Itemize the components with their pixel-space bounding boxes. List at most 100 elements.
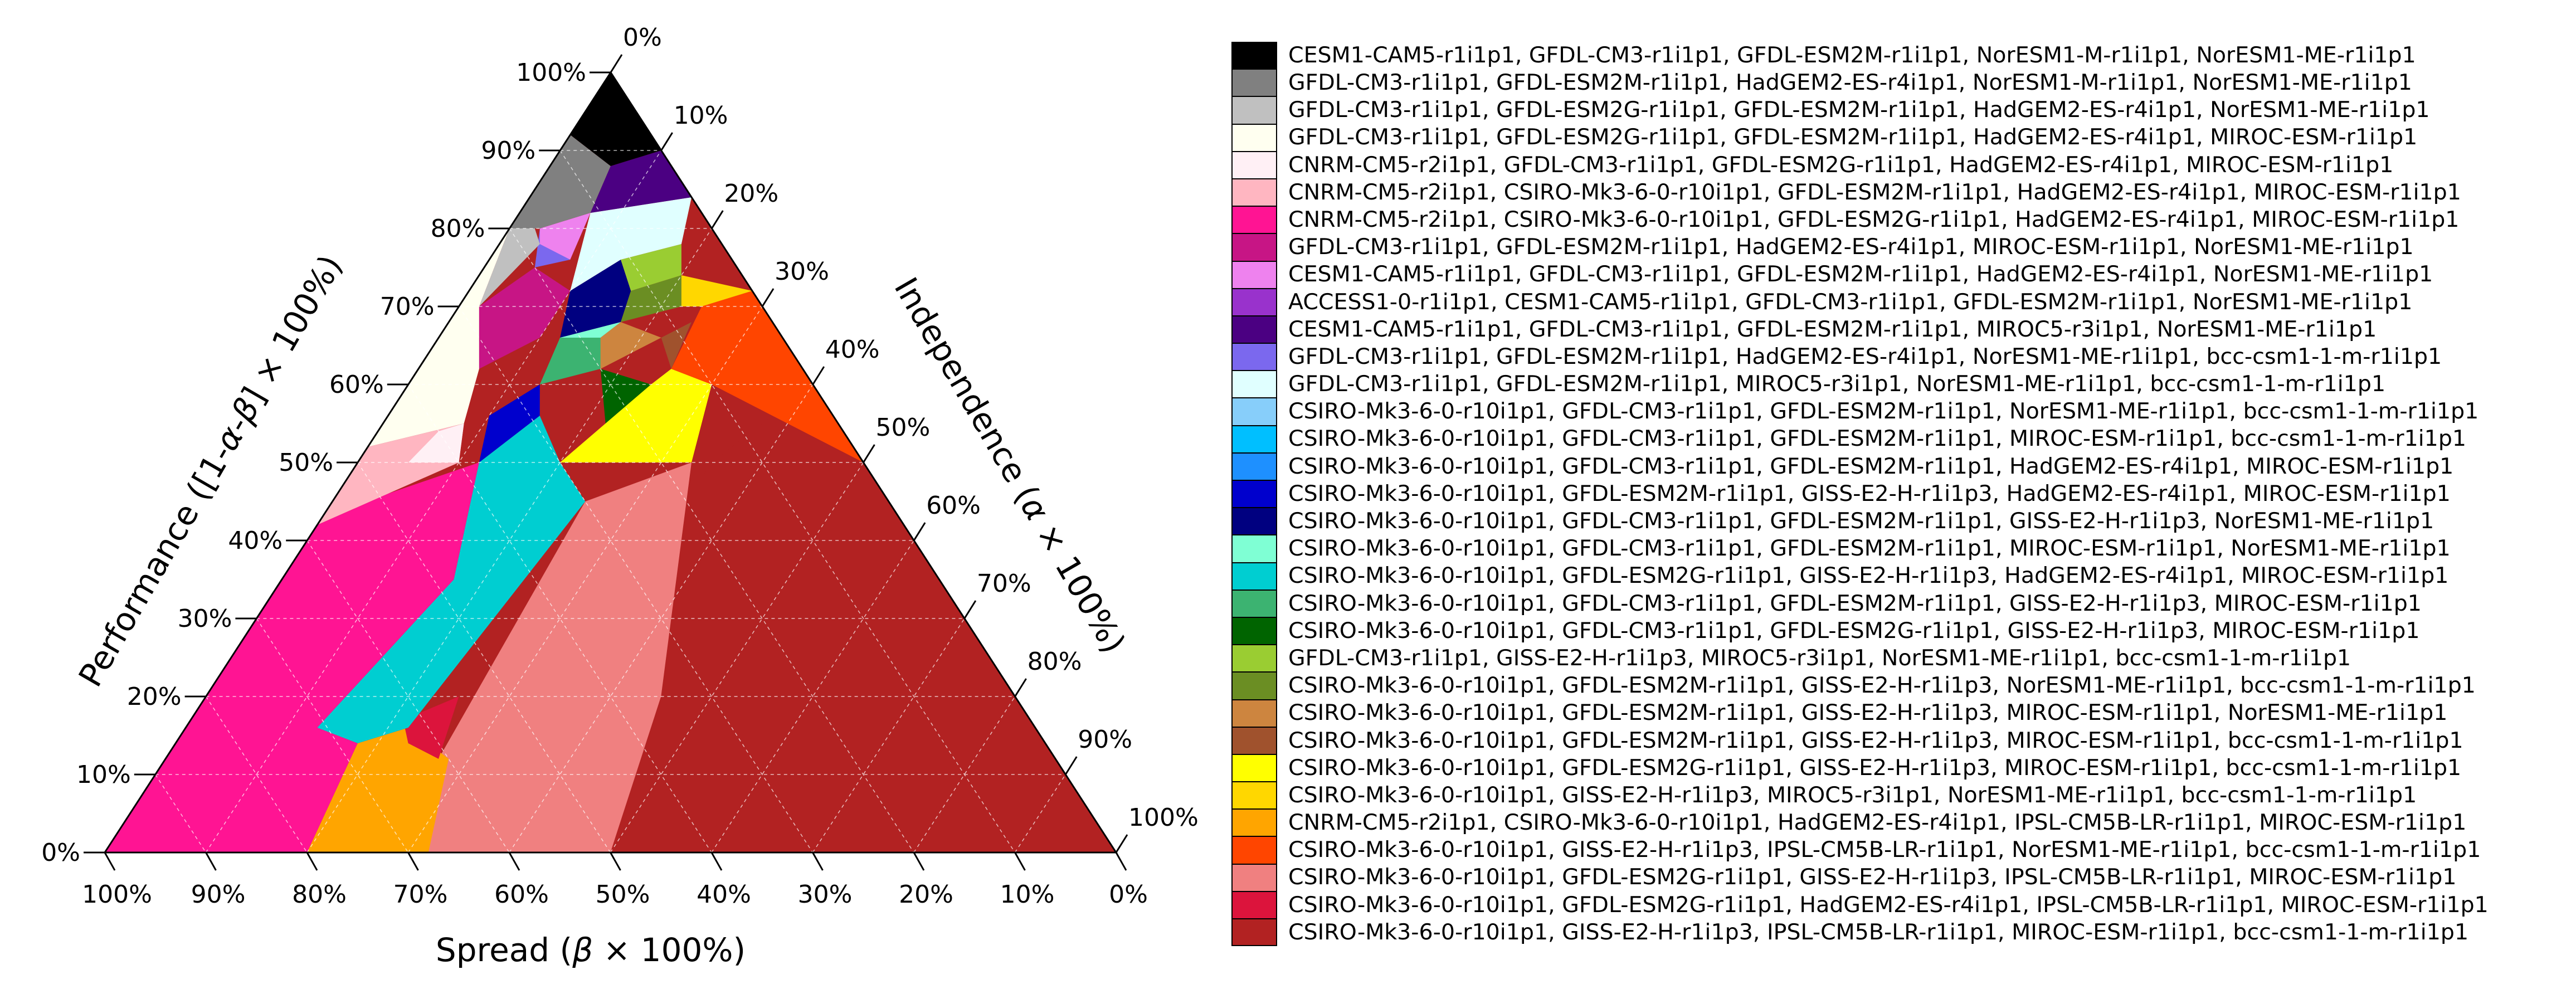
bottom-axis-tick: [913, 852, 925, 871]
legend-swatch: [1231, 42, 1277, 70]
legend-item: CESM1-CAM5-r1i1p1, GFDL-CM3-r1i1p1, GFDL…: [1231, 315, 2569, 344]
right-axis-tick-label: 10%: [674, 101, 728, 130]
legend-item: CNRM-CM5-r2i1p1, CSIRO-Mk3-6-0-r10i1p1, …: [1231, 178, 2569, 207]
legend-item: CSIRO-Mk3-6-0-r10i1p1, GFDL-ESM2G-r1i1p1…: [1231, 891, 2569, 919]
legend-label: CSIRO-Mk3-6-0-r10i1p1, GFDL-ESM2M-r1i1p1…: [1288, 480, 2451, 506]
legend-swatch: [1231, 508, 1277, 535]
legend-item: CSIRO-Mk3-6-0-r10i1p1, GFDL-CM3-r1i1p1, …: [1231, 398, 2569, 426]
right-axis-tick: [1065, 756, 1078, 775]
legend-swatch: [1231, 535, 1277, 563]
region-15: [560, 260, 631, 338]
legend-swatch: [1231, 919, 1277, 947]
legend-swatch: [1231, 398, 1277, 426]
bottom-axis-tick-label: 10%: [1000, 880, 1055, 909]
legend-item: CSIRO-Mk3-6-0-r10i1p1, GFDL-ESM2G-r1i1p1…: [1231, 562, 2569, 590]
gridline: [559, 150, 1016, 853]
bottom-axis-tick: [104, 852, 116, 871]
legend-label: GFDL-CM3-r1i1p1, GFDL-ESM2M-r1i1p1, HadG…: [1288, 70, 2412, 96]
legend-item: GFDL-CM3-r1i1p1, GISS-E2-H-r1i1p3, MIROC…: [1231, 645, 2569, 673]
legend-item: CSIRO-Mk3-6-0-r10i1p1, GFDL-CM3-r1i1p1, …: [1231, 617, 2569, 645]
legend-swatch: [1231, 864, 1277, 891]
legend-item: CSIRO-Mk3-6-0-r10i1p1, GFDL-ESM2M-r1i1p1…: [1231, 727, 2569, 754]
legend-label: CSIRO-Mk3-6-0-r10i1p1, GFDL-ESM2G-r1i1p1…: [1288, 864, 2457, 890]
bottom-axis-title: Spread (β × 100%): [436, 931, 746, 969]
bottom-axis-tick-label: 100%: [82, 880, 152, 909]
region-17: [600, 322, 661, 369]
bottom-axis-tick: [1115, 852, 1127, 871]
region-9: [479, 384, 540, 462]
left-axis-tick-label: 90%: [481, 137, 535, 165]
bottom-axis-tick: [508, 852, 520, 871]
left-axis-tick-label: 20%: [127, 683, 182, 711]
right-axis-tick: [913, 522, 926, 541]
left-axis-tick-label: 0%: [41, 839, 80, 867]
right-axis-tick: [610, 54, 623, 73]
legend-swatch: [1231, 645, 1277, 673]
left-axis-tick-label: 50%: [279, 449, 333, 477]
legend-label: GFDL-CM3-r1i1p1, GFDL-ESM2M-r1i1p1, HadG…: [1288, 343, 2442, 369]
legend-label: CSIRO-Mk3-6-0-r10i1p1, GISS-E2-H-r1i1p3,…: [1288, 837, 2481, 863]
legend: CESM1-CAM5-r1i1p1, GFDL-CM3-r1i1p1, GFDL…: [1231, 42, 2569, 947]
right-axis-tick: [1115, 834, 1128, 853]
bottom-axis-tick-label: 70%: [393, 880, 448, 909]
legend-item: CSIRO-Mk3-6-0-r10i1p1, GISS-E2-H-r1i1p3,…: [1231, 836, 2569, 864]
left-axis-tick-label: 40%: [228, 527, 283, 555]
legend-item: CSIRO-Mk3-6-0-r10i1p1, GFDL-ESM2M-r1i1p1…: [1231, 480, 2569, 508]
legend-item: CSIRO-Mk3-6-0-r10i1p1, GFDL-ESM2M-r1i1p1…: [1231, 699, 2569, 727]
right-axis-tick-label: 60%: [926, 491, 981, 520]
legend-label: CNRM-CM5-r2i1p1, GFDL-CM3-r1i1p1, GFDL-E…: [1288, 152, 2394, 178]
gridline: [913, 696, 1016, 853]
bottom-axis-tick: [1014, 852, 1026, 871]
legend-label: CESM1-CAM5-r1i1p1, GFDL-CM3-r1i1p1, GFDL…: [1288, 42, 2416, 68]
legend-label: CSIRO-Mk3-6-0-r10i1p1, GFDL-CM3-r1i1p1, …: [1288, 453, 2454, 479]
legend-item: CSIRO-Mk3-6-0-r10i1p1, GFDL-CM3-r1i1p1, …: [1231, 452, 2569, 480]
legend-swatch: [1231, 562, 1277, 590]
legend-label: CSIRO-Mk3-6-0-r10i1p1, GFDL-ESM2M-r1i1p1…: [1288, 673, 2476, 699]
legend-swatch: [1231, 315, 1277, 344]
region-12: [560, 369, 712, 462]
legend-label: CSIRO-Mk3-6-0-r10i1p1, GFDL-ESM2M-r1i1p1…: [1288, 727, 2463, 753]
legend-swatch: [1231, 425, 1277, 453]
gridline: [306, 540, 510, 853]
region-24: [539, 213, 591, 260]
legend-swatch: [1231, 124, 1277, 152]
legend-label: CSIRO-Mk3-6-0-r10i1p1, GISS-E2-H-r1i1p3,…: [1288, 919, 2469, 945]
gridline: [711, 540, 914, 853]
legend-swatch: [1231, 809, 1277, 837]
region-26: [509, 135, 611, 228]
right-axis-tick-label: 40%: [825, 335, 880, 364]
legend-swatch: [1231, 96, 1277, 124]
region-19: [621, 275, 681, 322]
legend-label: CESM1-CAM5-r1i1p1, GFDL-CM3-r1i1p1, GFDL…: [1288, 261, 2433, 288]
legend-item: CSIRO-Mk3-6-0-r10i1p1, GFDL-CM3-r1i1p1, …: [1231, 425, 2569, 453]
legend-label: CSIRO-Mk3-6-0-r10i1p1, GFDL-ESM2G-r1i1p1…: [1288, 891, 2489, 918]
legend-item: CNRM-CM5-r2i1p1, GFDL-CM3-r1i1p1, GFDL-E…: [1231, 151, 2569, 179]
bottom-axis-tick: [205, 852, 217, 871]
left-axis-tick-label: 80%: [431, 215, 485, 243]
legend-label: CSIRO-Mk3-6-0-r10i1p1, GFDL-ESM2M-r1i1p1…: [1288, 700, 2448, 726]
region-22: [570, 197, 692, 291]
bottom-axis-tick: [710, 852, 723, 871]
legend-item: CSIRO-Mk3-6-0-r10i1p1, GFDL-CM3-r1i1p1, …: [1231, 589, 2569, 617]
legend-label: CSIRO-Mk3-6-0-r10i1p1, GFDL-ESM2G-r1i1p1…: [1288, 563, 2449, 589]
gridline: [205, 150, 662, 853]
left-axis-tick-label: 60%: [329, 371, 384, 399]
right-axis-tick: [711, 210, 724, 229]
legend-swatch: [1231, 206, 1277, 234]
left-axis-tick-label: 10%: [76, 761, 131, 789]
legend-item: CESM1-CAM5-r1i1p1, GFDL-CM3-r1i1p1, GFDL…: [1231, 261, 2569, 289]
legend-swatch: [1231, 178, 1277, 207]
legend-label: CSIRO-Mk3-6-0-r10i1p1, GFDL-ESM2G-r1i1p1…: [1288, 754, 2462, 781]
right-axis-tick: [1014, 678, 1027, 697]
legend-label: CSIRO-Mk3-6-0-r10i1p1, GFDL-CM3-r1i1p1, …: [1288, 535, 2451, 562]
legend-label: CNRM-CM5-r2i1p1, CSIRO-Mk3-6-0-r10i1p1, …: [1288, 179, 2461, 205]
legend-item: GFDL-CM3-r1i1p1, GFDL-ESM2G-r1i1p1, GFDL…: [1231, 124, 2569, 152]
legend-swatch: [1231, 288, 1277, 316]
legend-label: CSIRO-Mk3-6-0-r10i1p1, GISS-E2-H-r1i1p3,…: [1288, 782, 2417, 808]
legend-swatch: [1231, 480, 1277, 508]
region-11: [600, 369, 651, 423]
legend-item: GFDL-CM3-r1i1p1, GFDL-ESM2G-r1i1p1, GFDL…: [1231, 96, 2569, 124]
legend-swatch: [1231, 891, 1277, 919]
legend-label: CNRM-CM5-r2i1p1, CSIRO-Mk3-6-0-r10i1p1, …: [1288, 206, 2460, 232]
region-3: [403, 696, 459, 759]
